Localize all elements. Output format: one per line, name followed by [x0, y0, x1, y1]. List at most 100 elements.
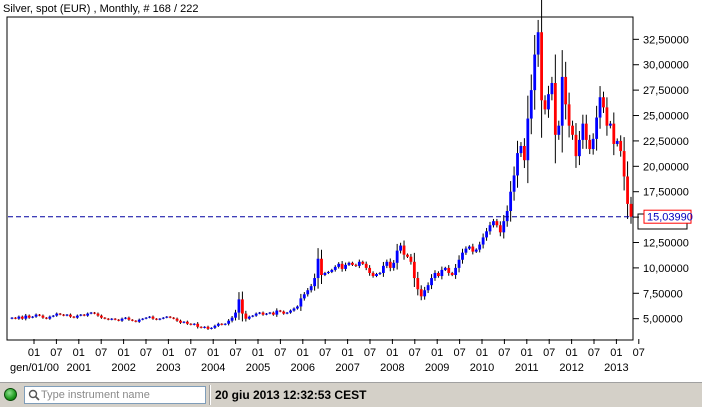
candle-body	[467, 246, 471, 249]
candle-body	[124, 317, 127, 319]
candle-body	[299, 298, 303, 307]
candle-body	[203, 326, 206, 328]
candle-body	[602, 97, 605, 108]
candle-body	[285, 312, 289, 314]
candle-body	[251, 315, 255, 317]
y-tick-label: 12,50000	[643, 237, 689, 249]
x-tick-label: 07	[409, 347, 421, 359]
candle-body	[540, 32, 543, 101]
candle-body	[337, 263, 341, 267]
x-year-label: 2006	[291, 362, 315, 374]
candle-body	[457, 259, 461, 268]
x-tick-label: 01	[73, 347, 85, 359]
x-tick-label: 07	[140, 347, 152, 359]
candle-body	[461, 252, 464, 260]
instrument-search-input[interactable]	[41, 388, 201, 402]
candle-body	[574, 134, 578, 157]
x-tick-label: 01	[521, 347, 533, 359]
x-year-label: 2008	[380, 362, 404, 374]
instrument-search-box[interactable]	[24, 386, 206, 404]
candle-body	[464, 248, 468, 253]
candle-body	[588, 139, 592, 150]
candle-body	[210, 327, 213, 329]
candle-body	[268, 312, 272, 314]
candle-body	[340, 263, 344, 269]
candle-body	[598, 97, 602, 118]
connection-status-icon	[4, 388, 17, 401]
candle-body	[155, 318, 158, 320]
candle-body	[265, 313, 268, 315]
candle-body	[447, 267, 451, 273]
candle-body	[289, 310, 292, 313]
candle-body	[567, 104, 571, 126]
candle-body	[199, 326, 203, 328]
candle-body	[488, 225, 492, 232]
candle-body	[151, 316, 155, 319]
candle-body	[478, 244, 482, 250]
candle-body	[443, 267, 447, 270]
y-tick-label: 7,50000	[643, 288, 683, 300]
candle-body	[14, 317, 17, 319]
y-tick-label: 32,50000	[643, 34, 689, 46]
candle-body	[55, 313, 59, 316]
x-tick-label: 07	[453, 347, 465, 359]
candle-body	[175, 318, 179, 321]
candle-body	[550, 83, 554, 95]
candle-body	[402, 245, 406, 255]
candle-body	[471, 246, 475, 252]
candle-body	[615, 140, 619, 144]
x-tick-label: 01	[252, 347, 264, 359]
candle-body	[96, 313, 100, 316]
x-year-label: 2001	[67, 362, 91, 374]
x-year-label: 2002	[111, 362, 135, 374]
candle-body	[361, 261, 365, 264]
status-datetime: 20 giu 2013 12:32:53 CEST	[215, 388, 367, 402]
candle-body	[485, 231, 488, 238]
y-tick-label: 20,00000	[643, 161, 689, 173]
candle-body	[58, 313, 62, 315]
candle-body	[498, 225, 502, 233]
current-price-box	[643, 209, 692, 224]
candle-body	[244, 313, 248, 319]
candle-body	[440, 269, 444, 277]
candle-body	[409, 256, 413, 262]
candle-body	[134, 320, 138, 322]
candle-body	[148, 316, 151, 318]
candle-body	[330, 269, 334, 272]
candle-body	[608, 123, 612, 126]
candle-body	[529, 90, 533, 119]
candle-body	[543, 100, 547, 110]
candle-body	[578, 139, 581, 157]
candle-body	[275, 310, 279, 315]
x-year-label: 2005	[246, 362, 270, 374]
candle-body	[502, 221, 506, 233]
candle-body	[430, 278, 433, 286]
candle-body	[423, 290, 427, 297]
candle-body	[261, 312, 265, 315]
candle-body	[306, 290, 310, 295]
candle-body	[526, 118, 530, 161]
x-tick-label: 07	[319, 347, 331, 359]
x-tick-label: 01	[476, 347, 488, 359]
candle-body	[237, 299, 241, 313]
candle-body	[309, 286, 313, 291]
candle-body	[368, 267, 372, 273]
candle-body	[27, 315, 31, 318]
x-tick-label: 01	[610, 347, 622, 359]
x-tick-label: 01	[565, 347, 577, 359]
price-chart[interactable]: 5,000007,5000010,0000012,5000015,0000017…	[0, 0, 702, 382]
candle-body	[192, 323, 196, 325]
candle-body	[509, 191, 513, 212]
x-year-label: gen/01/00	[10, 362, 59, 374]
candle-body	[357, 261, 361, 266]
candle-body	[79, 314, 83, 316]
candle-body	[591, 138, 595, 150]
candle-body	[433, 272, 437, 279]
y-tick-label: 10,00000	[643, 263, 689, 275]
candle-body	[450, 272, 454, 276]
candle-body	[326, 271, 330, 273]
candle-body	[571, 125, 574, 135]
candle-body	[82, 314, 86, 316]
candle-body	[595, 117, 599, 139]
x-tick-label: 07	[50, 347, 62, 359]
